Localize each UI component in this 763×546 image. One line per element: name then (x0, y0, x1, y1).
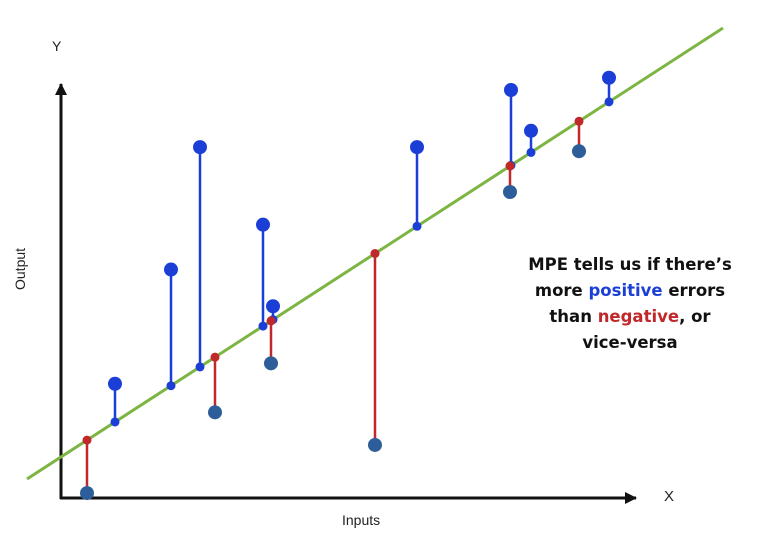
fitted-value-dot (195, 362, 205, 372)
data-point (208, 405, 222, 420)
data-point (410, 140, 424, 155)
data-point (256, 217, 270, 232)
fitted-value-dot (82, 435, 92, 445)
data-point (80, 486, 94, 501)
data-point (524, 123, 538, 138)
fitted-value-dot (166, 381, 176, 391)
y-axis-name: Y (52, 38, 62, 54)
data-point (572, 144, 586, 159)
positive-word: positive (588, 281, 663, 300)
data-point (602, 70, 616, 85)
callout-line-2: more positive errors (510, 278, 750, 304)
fitted-value-dot (266, 316, 276, 326)
callout-text: more (534, 281, 589, 300)
data-point (164, 262, 178, 277)
y-axis-title: Output (12, 247, 28, 290)
data-point (193, 140, 207, 155)
callout-text: than (549, 307, 598, 326)
fitted-value-dot (258, 321, 268, 331)
callout-text: errors (662, 281, 726, 300)
fitted-value-dot (210, 352, 220, 362)
fitted-value-dot (505, 161, 515, 171)
data-point (266, 299, 280, 314)
callout-line-1: MPE tells us if there’s (528, 255, 732, 274)
data-point (264, 356, 278, 371)
data-point (368, 437, 382, 452)
callout-line-3: than negative, or (510, 304, 750, 330)
callout-line-4: vice-versa (582, 333, 678, 352)
x-axis-name: X (664, 488, 675, 505)
x-axis-title: Inputs (342, 512, 381, 528)
fitted-value-dot (604, 97, 614, 107)
data-marks (80, 70, 616, 501)
fitted-value-dot (110, 417, 120, 427)
mpe-callout: MPE tells us if there’s more positive er… (510, 252, 750, 356)
fitted-value-dot (526, 147, 536, 157)
fitted-value-dot (574, 116, 584, 126)
fitted-value-dot (412, 221, 422, 231)
callout-text: , or (679, 307, 711, 326)
data-point (504, 83, 518, 97)
data-point (108, 376, 122, 391)
fitted-value-dot (370, 249, 380, 258)
negative-word: negative (597, 307, 680, 326)
data-point (503, 185, 517, 199)
